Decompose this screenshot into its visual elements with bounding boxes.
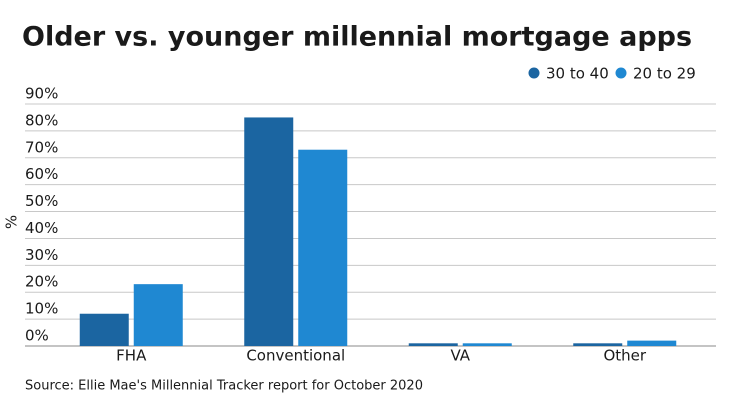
y-tick-label: 50% bbox=[25, 192, 58, 210]
y-tick-label: 10% bbox=[25, 300, 58, 318]
legend-label: 20 to 29 bbox=[633, 65, 696, 83]
bar bbox=[244, 117, 294, 346]
y-tick-label: 60% bbox=[25, 165, 58, 183]
legend-marker bbox=[615, 67, 627, 79]
y-tick-label: 90% bbox=[25, 85, 58, 103]
y-tick-label: 0% bbox=[25, 327, 49, 345]
x-tick-label: Other bbox=[603, 347, 646, 365]
y-tick-label: 80% bbox=[25, 111, 58, 129]
y-tick-label: 20% bbox=[25, 273, 58, 291]
bar bbox=[298, 149, 348, 346]
y-tick-label: 40% bbox=[25, 219, 58, 237]
chart-title: Older vs. younger millennial mortgage ap… bbox=[22, 22, 692, 53]
y-tick-label: 70% bbox=[25, 138, 58, 156]
bar bbox=[462, 343, 512, 346]
legend-marker bbox=[528, 67, 540, 79]
bar bbox=[133, 284, 183, 346]
x-tick-label: Conventional bbox=[246, 347, 345, 365]
x-tick-label: VA bbox=[450, 347, 470, 365]
bar bbox=[627, 340, 677, 346]
bar bbox=[408, 343, 458, 346]
legend-label: 30 to 40 bbox=[546, 65, 609, 83]
source: Source: Ellie Mae's Millennial Tracker r… bbox=[25, 379, 423, 394]
y-axis-label: % bbox=[3, 215, 21, 229]
x-tick-label: FHA bbox=[116, 347, 147, 365]
bar bbox=[573, 343, 623, 346]
bar bbox=[79, 313, 129, 346]
y-tick-label: 30% bbox=[25, 246, 58, 264]
